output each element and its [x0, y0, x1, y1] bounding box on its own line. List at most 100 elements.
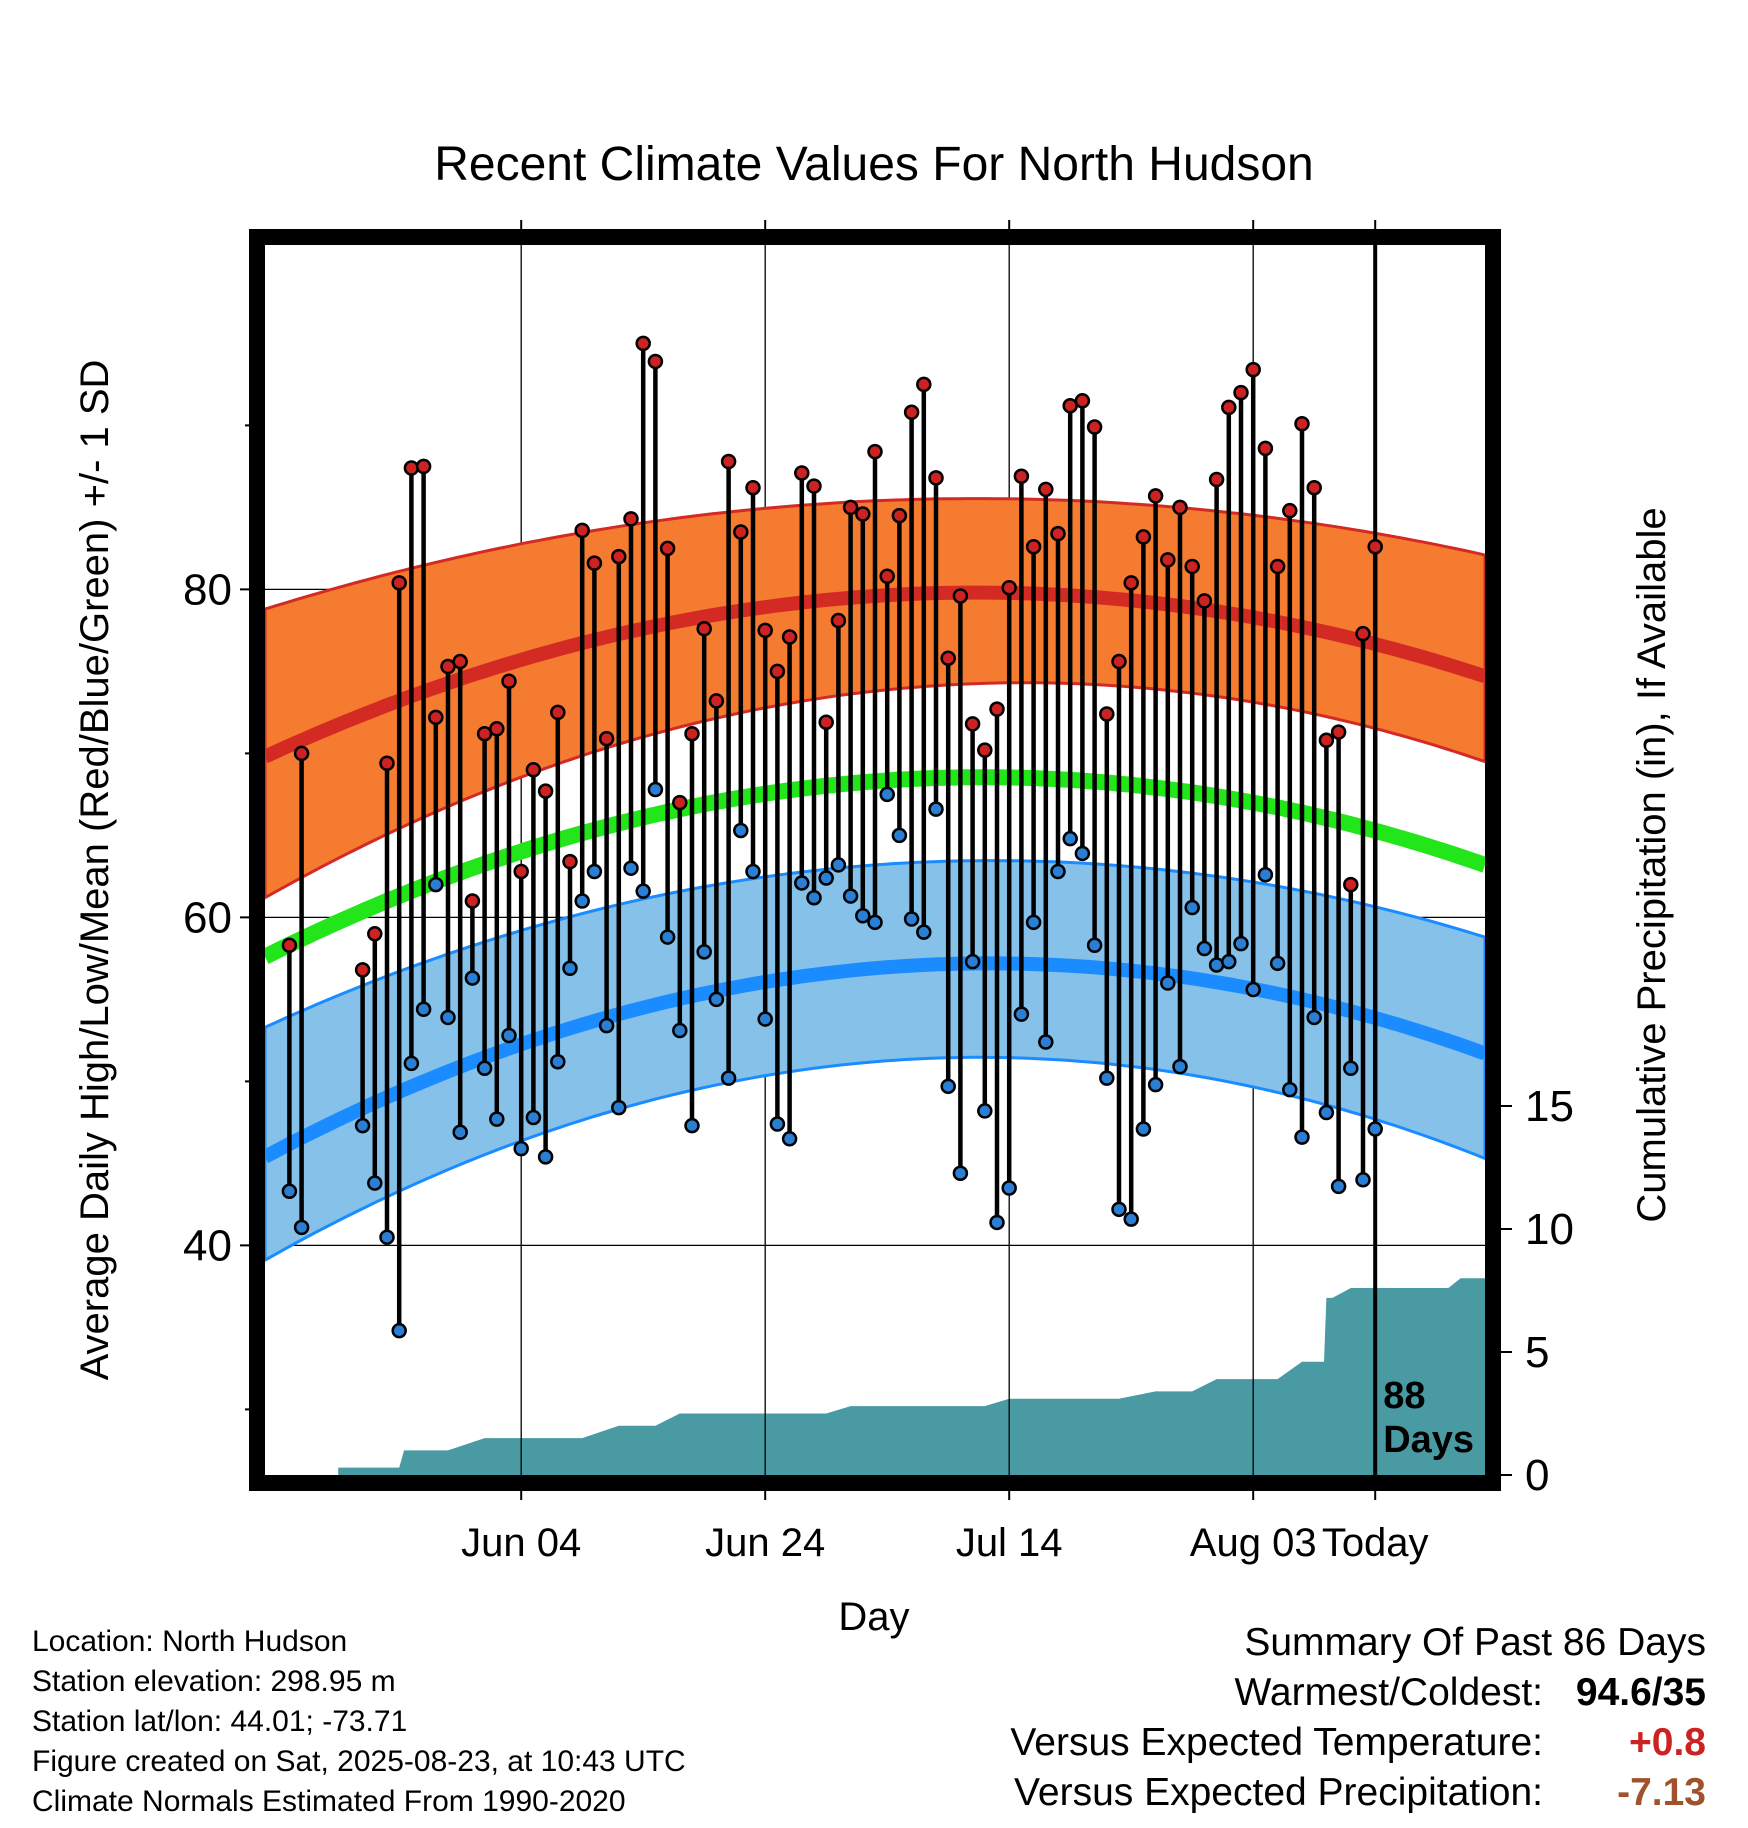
- daily-high-point: [1294, 416, 1310, 432]
- daily-high-point: [977, 742, 993, 758]
- daily-low-point: [489, 1111, 505, 1127]
- x-tick-label: Jun 24: [705, 1521, 825, 1565]
- daily-low-point: [391, 1322, 407, 1339]
- daily-high-point: [403, 460, 420, 476]
- daily-high-point: [1147, 488, 1164, 504]
- station-info: Location: North Hudson Station elevation…: [32, 1622, 686, 1822]
- daily-low-point: [1074, 845, 1091, 862]
- daily-high-point: [1269, 558, 1286, 575]
- daily-low-point: [1330, 1178, 1347, 1195]
- daily-low-point: [513, 1140, 529, 1157]
- daily-low-point: [501, 1027, 517, 1044]
- daily-low-point: [916, 924, 932, 940]
- daily-low-point: [733, 822, 749, 839]
- daily-high-point: [379, 755, 395, 771]
- cumulative-precipitation-area: [338, 1278, 1485, 1475]
- daily-low-point: [586, 863, 603, 880]
- daily-high-point: [989, 701, 1005, 717]
- daily-low-point: [940, 1078, 956, 1095]
- x-tick-label: Today: [1322, 1521, 1429, 1565]
- days-count-label: Days: [1383, 1419, 1474, 1461]
- daily-high-point: [501, 673, 517, 689]
- x-tick-label: Jun 04: [461, 1521, 581, 1565]
- daily-high-point: [1282, 502, 1298, 519]
- daily-low-point: [1160, 975, 1176, 991]
- daily-low-point: [720, 1070, 737, 1086]
- daily-low-point: [537, 1149, 554, 1165]
- daily-high-point: [842, 499, 859, 516]
- daily-high-point: [745, 479, 761, 496]
- daily-low-point: [1233, 935, 1249, 952]
- daily-low-point: [635, 883, 651, 899]
- daily-high-point: [464, 893, 481, 909]
- daily-low-point: [830, 857, 847, 873]
- daily-low-point: [818, 870, 834, 886]
- daily-high-point: [391, 575, 407, 591]
- daily-high-point: [696, 621, 712, 637]
- daily-high-point: [415, 458, 432, 475]
- daily-low-point: [428, 876, 444, 893]
- daily-low-point: [1306, 1009, 1322, 1026]
- normals-text: Climate Normals Estimated From 1990-2020: [32, 1785, 626, 1818]
- daily-high-point: [903, 404, 920, 421]
- daily-high-point: [1367, 539, 1383, 555]
- daily-high-point: [818, 714, 834, 730]
- daily-low-point: [757, 1011, 773, 1027]
- y2-axis-label: Cumulative Precipitation (in), If Availa…: [1630, 507, 1674, 1222]
- daily-low-point: [977, 1103, 993, 1119]
- daily-high-point: [940, 650, 956, 667]
- daily-high-point: [733, 524, 749, 540]
- daily-low-point: [928, 801, 944, 817]
- daily-high-point: [1086, 419, 1103, 435]
- daily-high-point: [769, 663, 786, 680]
- daily-low-point: [1172, 1058, 1188, 1075]
- daily-low-point: [525, 1109, 542, 1126]
- x-tick-label: Jul 14: [956, 1521, 1063, 1565]
- daily-high-point: [830, 612, 847, 629]
- daily-high-point: [1123, 575, 1139, 591]
- daily-low-point: [367, 1175, 383, 1191]
- elevation-text: Station elevation: 298.95 m: [32, 1665, 396, 1698]
- daily-high-point: [428, 709, 444, 726]
- daily-high-point: [659, 540, 676, 557]
- temp-label: Versus Expected Temperature:: [1010, 1721, 1543, 1764]
- daily-low-point: [903, 911, 920, 927]
- daily-low-point: [1196, 940, 1213, 957]
- daily-high-point: [855, 506, 871, 522]
- daily-low-point: [745, 863, 761, 880]
- daily-low-point: [611, 1099, 627, 1116]
- y-tick-label: 60: [183, 893, 232, 942]
- warm-cold-value: 94.6/35: [1575, 1671, 1706, 1714]
- summary-panel: Summary Of Past 86 Days Warmest/Coldest:…: [806, 1618, 1706, 1818]
- daily-high-point: [794, 465, 810, 481]
- daily-low-point: [1111, 1201, 1127, 1218]
- daily-high-point: [757, 622, 773, 639]
- y-tick-label: 40: [183, 1221, 232, 1270]
- daily-low-point: [964, 953, 981, 970]
- daily-low-point: [1269, 955, 1286, 972]
- daily-low-point: [1135, 1121, 1152, 1137]
- daily-high-point: [281, 937, 298, 954]
- created-text: Figure created on Sat, 2025-08-23, at 10…: [32, 1745, 686, 1778]
- daily-high-point: [452, 653, 468, 670]
- daily-high-point: [672, 794, 688, 811]
- daily-low-point: [989, 1214, 1005, 1231]
- daily-high-point: [1001, 580, 1017, 596]
- daily-low-point: [1038, 1034, 1054, 1050]
- daily-high-point: [586, 555, 603, 571]
- daily-low-point: [769, 1116, 786, 1132]
- daily-high-point: [513, 863, 529, 880]
- daily-high-point: [1221, 399, 1237, 416]
- daily-high-point: [1172, 499, 1188, 516]
- summary-title: Summary Of Past 86 Days: [1244, 1621, 1706, 1664]
- latlon-text: Station lat/lon: 44.01; -73.71: [32, 1705, 408, 1738]
- summary-temp-row: Versus Expected Temperature: +0.8: [806, 1718, 1706, 1768]
- daily-high-point: [1257, 440, 1274, 457]
- daily-high-point: [1160, 552, 1176, 568]
- warm-cold-label: Warmest/Coldest:: [1234, 1671, 1543, 1714]
- daily-high-point: [354, 962, 371, 978]
- daily-low-point: [1343, 1060, 1359, 1077]
- daily-high-point: [1074, 393, 1091, 409]
- daily-high-point: [1050, 525, 1066, 542]
